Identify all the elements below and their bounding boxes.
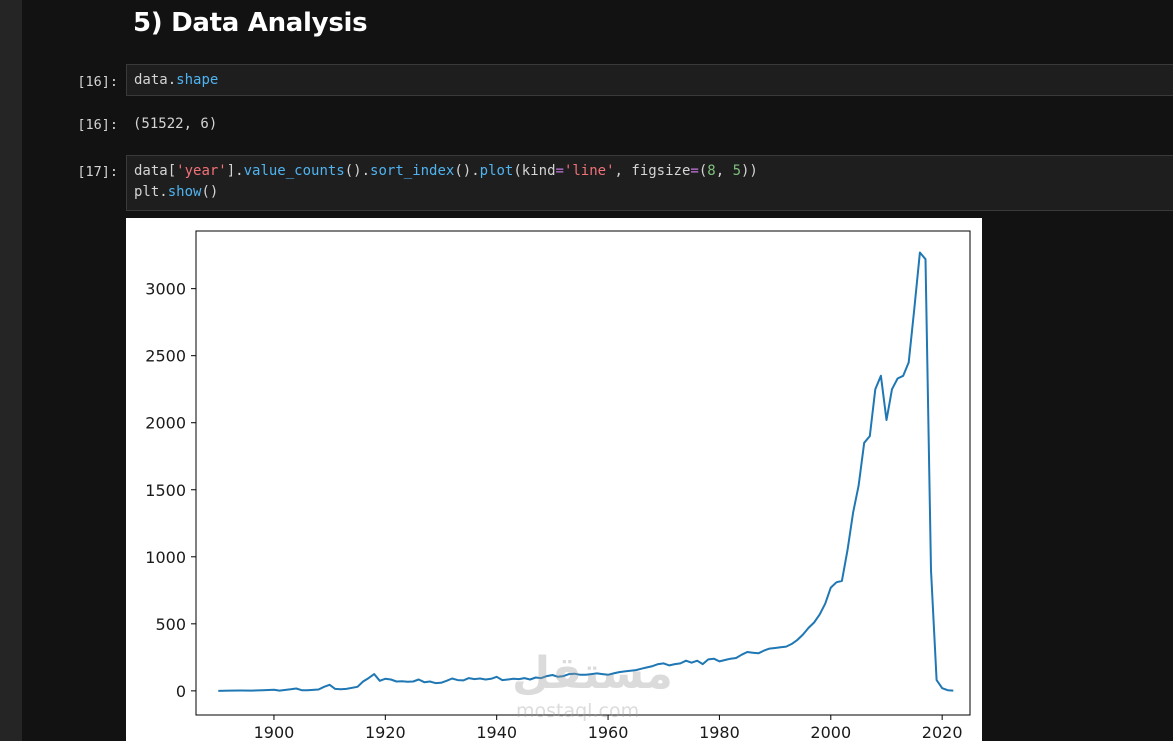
y-tick-label: 500 (155, 615, 186, 634)
axes-frame (195, 230, 971, 716)
input-prompt-17: [17]: (77, 164, 118, 180)
x-tick-label: 1960 (588, 723, 629, 741)
y-tick-label: 2000 (145, 414, 186, 433)
x-tick-label: 1980 (699, 723, 740, 741)
y-tick-label: 0 (176, 682, 186, 701)
code-line-1: data['year'].value_counts().sort_index()… (134, 163, 758, 179)
x-tick-label: 1940 (476, 723, 517, 741)
x-tick-label: 1920 (365, 723, 406, 741)
output-text-16: (51522, 6) (133, 116, 218, 132)
series-line-0 (218, 251, 954, 692)
y-tick-label: 1000 (145, 548, 186, 567)
y-tick-label: 2500 (145, 347, 186, 366)
line-chart: 0 500 1000 1500 2000 2500 3000 1900 1920 1940 1960… (145, 230, 971, 741)
y-tick-label: 1500 (145, 481, 186, 500)
output-prompt-16: [16]: (77, 117, 118, 133)
section-heading: 5) Data Analysis (133, 8, 368, 38)
input-prompt-16: [16]: (77, 74, 118, 90)
code-line-2: plt.show() (134, 184, 219, 200)
code-cell-17[interactable]: data['year'].value_counts().sort_index()… (126, 155, 1173, 211)
x-tick-label: 1900 (254, 723, 295, 741)
code-line: data.shape (134, 72, 219, 88)
y-tick-label: 3000 (145, 280, 186, 299)
x-tick-label: 2000 (810, 723, 851, 741)
plot-output: 0 500 1000 1500 2000 2500 3000 1900 1920 1940 1960… (126, 218, 982, 741)
left-gutter (0, 0, 22, 741)
code-cell-16[interactable]: data.shape (126, 64, 1173, 96)
x-tick-label: 2020 (922, 723, 963, 741)
